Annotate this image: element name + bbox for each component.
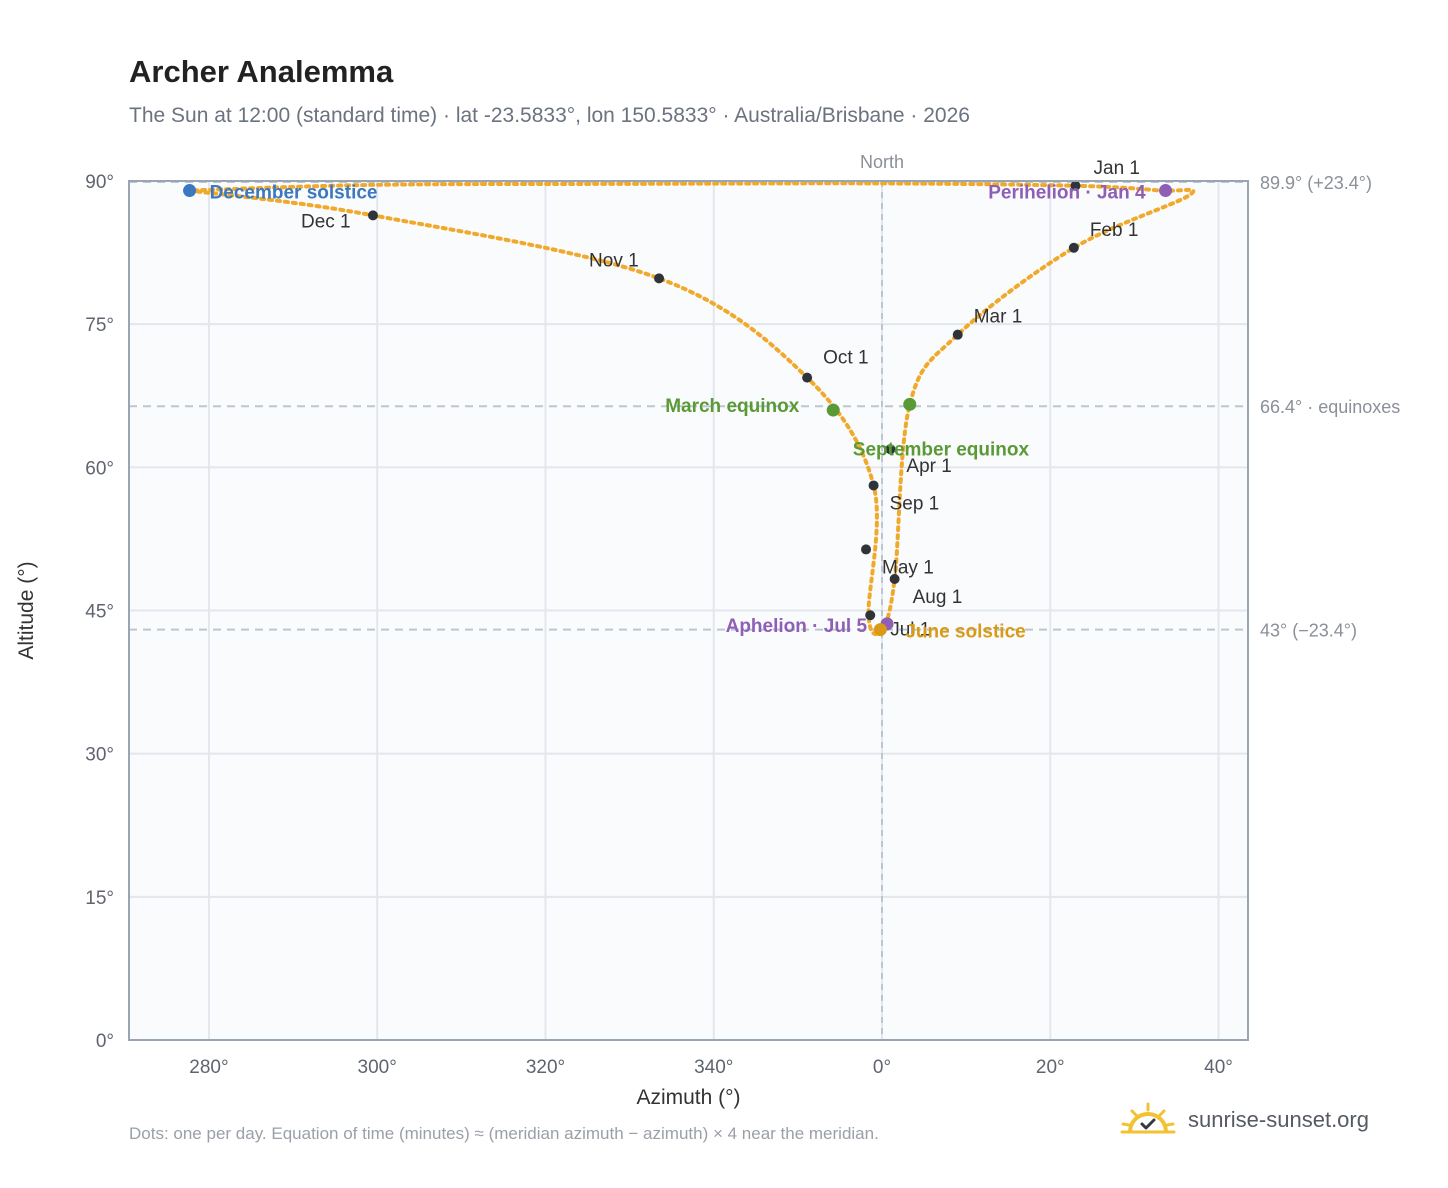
chart-title: Archer Analemma	[129, 54, 394, 89]
footnote: Dots: one per day. Equation of time (min…	[129, 1124, 879, 1143]
month-markers: Jan 1 Feb 1 Mar 1 Apr 1 May 1 Jul 1 Aug 1 Sep 1…	[301, 158, 1140, 641]
event-marker	[873, 623, 887, 637]
analemma-daily-dots	[187, 181, 1196, 637]
reference-line-label: 89.9° (+23.4°)	[1260, 173, 1372, 193]
month-label: Mar 1	[974, 307, 1023, 328]
y-tick-label: 30°	[85, 745, 114, 766]
brand-name[interactable]: sunrise-sunset.org	[1188, 1107, 1369, 1132]
sun-logo-icon	[1120, 1102, 1176, 1134]
event-label: Perihelion · Jan 4	[988, 183, 1146, 204]
month-marker	[1070, 180, 1081, 191]
x-tick-label: 340°	[694, 1057, 733, 1078]
axis-ticks: 280° 300° 320° 340° 0° 20° 40° 0° 15° 30° 45° 60° 75…	[85, 172, 1233, 1078]
event-label: June solstice	[905, 622, 1025, 643]
month-label: Feb 1	[1090, 220, 1139, 241]
month-label: May 1	[882, 557, 934, 578]
x-tick-label: 0°	[873, 1057, 891, 1078]
month-marker	[889, 574, 900, 585]
y-tick-label: 45°	[85, 602, 114, 623]
x-axis-label: Azimuth (°)	[636, 1086, 740, 1109]
event-markers: December solstice Perihelion · Jan 4 March…	[183, 183, 1173, 643]
chart-subtitle: The Sun at 12:00 (standard time) · lat -…	[129, 104, 970, 127]
month-marker	[861, 544, 872, 555]
x-tick-label: 320°	[526, 1057, 565, 1078]
event-marker	[1159, 184, 1173, 198]
month-marker	[952, 329, 963, 340]
month-marker	[1068, 242, 1079, 253]
plot-frame	[128, 180, 1249, 1041]
meridian-label: North	[860, 152, 904, 172]
analemma-path	[187, 181, 1196, 637]
month-label: Sep 1	[890, 493, 940, 514]
event-label: March equinox	[665, 396, 800, 417]
event-marker	[826, 403, 840, 417]
y-tick-label: 90°	[85, 172, 114, 193]
month-marker	[885, 444, 896, 455]
x-tick-label: 20°	[1036, 1057, 1065, 1078]
y-axis-label: Altitude (°)	[15, 561, 38, 659]
event-label: December solstice	[210, 183, 378, 204]
month-marker	[865, 610, 876, 621]
x-tick-label: 280°	[189, 1057, 228, 1078]
event-marker	[183, 184, 197, 198]
month-marker	[654, 273, 665, 284]
y-tick-label: 60°	[85, 458, 114, 479]
event-marker	[903, 397, 917, 411]
reference-line-label: 43° (−23.4°)	[1260, 621, 1357, 641]
month-marker	[802, 372, 813, 383]
month-label: Dec 1	[301, 211, 351, 232]
month-label: Jan 1	[1094, 158, 1140, 179]
month-label: Apr 1	[906, 456, 951, 477]
month-label: Nov 1	[589, 250, 639, 271]
y-tick-label: 75°	[85, 315, 114, 336]
event-label: Aphelion · Jul 5	[726, 616, 868, 637]
x-tick-label: 300°	[358, 1057, 397, 1078]
event-label: September equinox	[853, 439, 1030, 460]
x-tick-label: 40°	[1204, 1057, 1233, 1078]
month-label: Jul 1	[890, 619, 930, 640]
month-label: Oct 1	[823, 348, 868, 369]
month-marker	[367, 210, 378, 221]
month-marker	[868, 480, 879, 491]
y-tick-label: 0°	[96, 1031, 114, 1052]
reference-line-label: 66.4° · equinoxes	[1260, 397, 1400, 417]
month-label: Aug 1	[913, 587, 963, 608]
y-tick-label: 15°	[85, 888, 114, 909]
brand[interactable]: sunrise-sunset.org	[1120, 1102, 1369, 1138]
